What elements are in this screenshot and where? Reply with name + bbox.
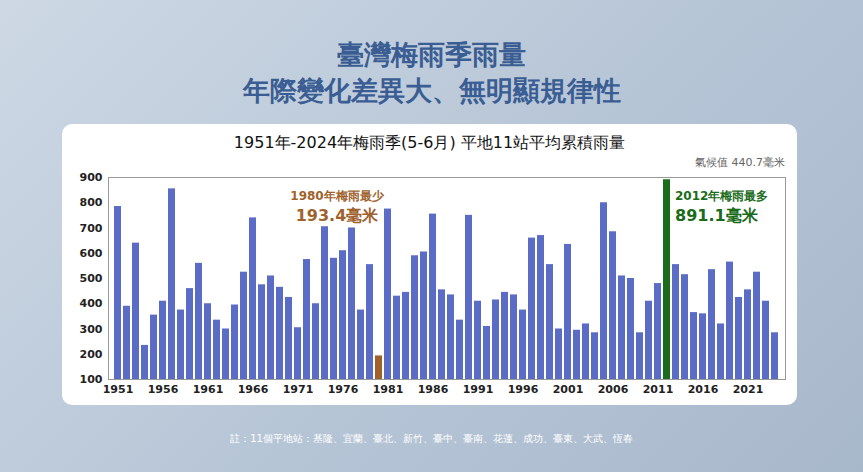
svg-text:700: 700 — [80, 222, 103, 235]
svg-text:1991: 1991 — [463, 383, 494, 396]
svg-text:1981: 1981 — [373, 383, 404, 396]
svg-text:2011: 2011 — [643, 383, 674, 396]
svg-text:600: 600 — [80, 247, 103, 260]
svg-text:900: 900 — [80, 171, 103, 184]
svg-text:1971: 1971 — [283, 383, 314, 396]
svg-text:1956: 1956 — [148, 383, 179, 396]
svg-text:891.1毫米: 891.1毫米 — [675, 206, 759, 225]
svg-text:2006: 2006 — [598, 383, 629, 396]
svg-text:500: 500 — [80, 272, 103, 285]
svg-text:300: 300 — [80, 323, 103, 336]
html-text:臺灣梅雨季雨量: 臺灣梅雨季雨量 — [337, 39, 526, 70]
html-text:氣候值 440.7毫米: 氣候值 440.7毫米 — [695, 156, 785, 169]
svg-text:1961: 1961 — [193, 383, 224, 396]
svg-text:1980年梅雨最少: 1980年梅雨最少 — [290, 189, 384, 203]
svg-text:100: 100 — [80, 373, 103, 386]
svg-text:400: 400 — [80, 297, 103, 310]
svg-text:1996: 1996 — [508, 383, 539, 396]
svg-text:2001: 2001 — [553, 383, 584, 396]
html-text:註：11個平地站：基隆、宜蘭、臺北、新竹、臺中、臺南、花蓮、: 註：11個平地站：基隆、宜蘭、臺北、新竹、臺中、臺南、花蓮、成功、臺東、大武、恆… — [230, 433, 633, 444]
svg-text:800: 800 — [80, 196, 103, 209]
svg-text:2016: 2016 — [688, 383, 719, 396]
svg-text:1966: 1966 — [238, 383, 269, 396]
html-text:1951年-2024年梅雨季(5-6月) 平地11站平均累積: 1951年-2024年梅雨季(5-6月) 平地11站平均累積雨量 — [233, 133, 626, 152]
svg-text:200: 200 — [80, 348, 103, 361]
svg-text:1986: 1986 — [418, 383, 449, 396]
svg-text:2021: 2021 — [733, 383, 764, 396]
svg-text:2012年梅雨最多: 2012年梅雨最多 — [675, 189, 768, 203]
svg-text:1976: 1976 — [328, 383, 359, 396]
svg-text:193.4毫米: 193.4毫米 — [296, 206, 380, 225]
svg-text:1951: 1951 — [103, 383, 134, 396]
html-text:年際變化差異大、無明顯規律性: 年際變化差異大、無明顯規律性 — [242, 75, 621, 106]
